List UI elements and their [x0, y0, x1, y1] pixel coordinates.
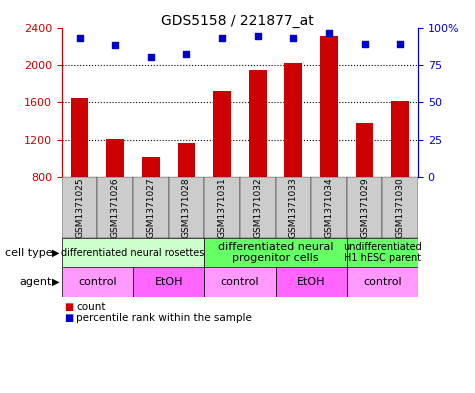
- Bar: [71, 98, 88, 177]
- Text: GSM1371033: GSM1371033: [289, 177, 298, 238]
- Text: differentiated neural rosettes: differentiated neural rosettes: [61, 248, 205, 257]
- FancyBboxPatch shape: [169, 177, 204, 238]
- FancyBboxPatch shape: [382, 177, 418, 238]
- Text: GSM1371027: GSM1371027: [146, 177, 155, 238]
- Text: ▶: ▶: [52, 248, 59, 257]
- FancyBboxPatch shape: [240, 177, 276, 238]
- FancyBboxPatch shape: [347, 177, 382, 238]
- Bar: [178, 143, 195, 177]
- FancyBboxPatch shape: [204, 267, 276, 297]
- Bar: [285, 63, 302, 177]
- Text: control: control: [78, 277, 117, 287]
- Point: [111, 42, 119, 49]
- FancyBboxPatch shape: [62, 177, 97, 238]
- FancyBboxPatch shape: [97, 177, 133, 238]
- Text: GSM1371034: GSM1371034: [324, 177, 333, 238]
- FancyBboxPatch shape: [204, 177, 240, 238]
- Point: [254, 33, 261, 40]
- Text: GSM1371026: GSM1371026: [111, 177, 120, 238]
- Text: ■: ■: [64, 302, 73, 312]
- Bar: [391, 101, 409, 177]
- Bar: [142, 157, 160, 177]
- Text: differentiated neural
progenitor cells: differentiated neural progenitor cells: [218, 242, 333, 263]
- Text: GSM1371030: GSM1371030: [396, 177, 405, 238]
- Text: GSM1371025: GSM1371025: [75, 177, 84, 238]
- Text: EtOH: EtOH: [154, 277, 183, 287]
- FancyBboxPatch shape: [276, 267, 347, 297]
- Text: GSM1371029: GSM1371029: [360, 177, 369, 238]
- Text: GSM1371031: GSM1371031: [218, 177, 227, 238]
- Text: count: count: [76, 302, 105, 312]
- Text: GSM1371028: GSM1371028: [182, 177, 191, 238]
- Point: [289, 35, 297, 41]
- FancyBboxPatch shape: [133, 267, 204, 297]
- Text: agent: agent: [20, 277, 52, 287]
- FancyBboxPatch shape: [347, 238, 418, 267]
- Bar: [249, 70, 266, 177]
- FancyBboxPatch shape: [133, 177, 169, 238]
- Text: ▶: ▶: [52, 277, 59, 287]
- Text: control: control: [363, 277, 402, 287]
- Bar: [356, 123, 373, 177]
- Text: percentile rank within the sample: percentile rank within the sample: [76, 313, 252, 323]
- Point: [182, 51, 190, 57]
- FancyBboxPatch shape: [347, 267, 418, 297]
- Text: control: control: [220, 277, 259, 287]
- Point: [396, 41, 404, 47]
- FancyBboxPatch shape: [62, 267, 133, 297]
- Text: cell type: cell type: [5, 248, 52, 257]
- FancyBboxPatch shape: [311, 177, 347, 238]
- Point: [218, 35, 226, 41]
- Text: GSM1371032: GSM1371032: [253, 177, 262, 238]
- Point: [325, 30, 332, 37]
- Bar: [320, 36, 338, 177]
- Bar: [213, 91, 231, 177]
- Text: GDS5158 / 221877_at: GDS5158 / 221877_at: [161, 14, 314, 28]
- FancyBboxPatch shape: [62, 238, 204, 267]
- FancyBboxPatch shape: [204, 238, 347, 267]
- Point: [147, 54, 155, 61]
- Bar: [106, 139, 124, 177]
- Text: undifferentiated
H1 hESC parent: undifferentiated H1 hESC parent: [343, 242, 422, 263]
- Point: [76, 35, 84, 41]
- Text: ■: ■: [64, 313, 73, 323]
- Text: EtOH: EtOH: [297, 277, 325, 287]
- FancyBboxPatch shape: [276, 177, 311, 238]
- Point: [361, 41, 369, 47]
